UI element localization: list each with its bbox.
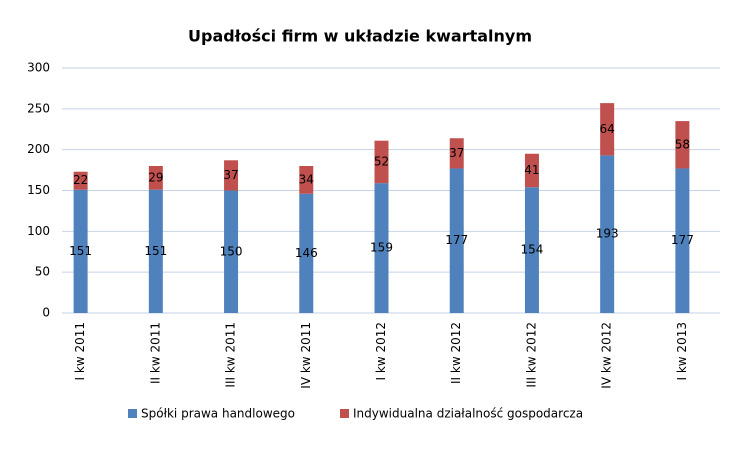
y-tick-label: 0	[42, 306, 50, 320]
legend-swatch	[340, 409, 349, 418]
bar-segment	[299, 193, 314, 313]
x-tick-label: II kw 2012	[449, 322, 463, 384]
bar-segment	[675, 168, 690, 313]
legend-label: Indywidualna działalność gospodarcza	[353, 407, 583, 421]
data-label: 151	[144, 244, 167, 258]
data-label: 154	[520, 243, 543, 257]
data-label: 193	[596, 227, 619, 241]
data-label: 150	[220, 244, 243, 258]
x-tick-label: III kw 2012	[524, 322, 538, 388]
bar-segment	[374, 140, 389, 184]
data-label: 34	[299, 172, 314, 186]
legend-swatch	[128, 409, 137, 418]
data-label: 58	[675, 137, 690, 151]
y-tick-label: 300	[27, 61, 50, 75]
data-label: 29	[148, 170, 163, 184]
bar-segment	[449, 138, 464, 169]
bar-segment	[73, 189, 88, 313]
x-tick-label: I kw 2011	[73, 322, 87, 380]
x-tick-label: II kw 2011	[148, 322, 162, 384]
data-label: 177	[445, 233, 468, 247]
legend-label: Spółki prawa handlowego	[141, 407, 295, 421]
bar-segment	[224, 190, 239, 313]
bar-segment	[299, 166, 314, 194]
x-tick-label: I kw 2012	[374, 322, 388, 380]
bar-segment	[374, 183, 389, 313]
data-label: 64	[600, 122, 615, 136]
x-tick-label: IV kw 2011	[299, 322, 313, 389]
x-tick-label: I kw 2013	[675, 322, 689, 380]
bar-segment	[524, 187, 539, 313]
bar-segment	[600, 155, 615, 313]
data-label: 41	[524, 163, 539, 177]
data-label: 22	[73, 173, 88, 187]
y-tick-label: 50	[35, 265, 50, 279]
data-label: 159	[370, 241, 393, 255]
bar-segment	[148, 166, 163, 190]
y-tick-label: 250	[27, 101, 50, 115]
y-tick-label: 150	[27, 183, 50, 197]
bar-segment	[449, 168, 464, 313]
chart-title: Upadłości firm w układzie kwartalnym	[188, 27, 532, 46]
bar-segment	[73, 171, 88, 190]
x-tick-label: III kw 2011	[224, 322, 238, 388]
data-label: 177	[671, 233, 694, 247]
x-tick-label: IV kw 2012	[600, 322, 614, 389]
bar-segment	[675, 121, 690, 169]
y-tick-label: 200	[27, 142, 50, 156]
y-tick-label: 100	[27, 224, 50, 238]
bar-segment	[224, 160, 239, 191]
data-label: 52	[374, 154, 389, 168]
bar-segment	[524, 153, 539, 188]
data-label: 146	[295, 246, 318, 260]
data-label: 37	[223, 168, 238, 182]
data-label: 151	[69, 244, 92, 258]
bar-segment	[600, 103, 615, 156]
bar-segment	[148, 189, 163, 313]
data-label: 37	[449, 146, 464, 160]
